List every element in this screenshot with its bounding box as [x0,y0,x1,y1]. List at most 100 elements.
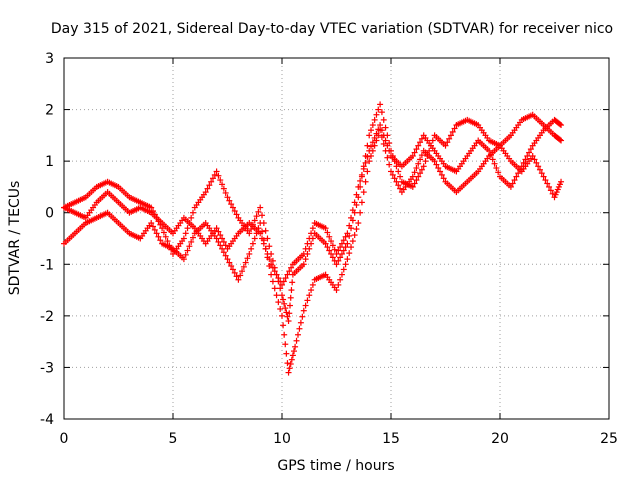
data-points [61,101,565,376]
data-point-track-b [389,171,396,178]
data-point-track-b [288,356,295,363]
data-point-track-b [237,272,244,279]
data-point-track-c [411,149,418,156]
data-point-track-a [162,233,169,240]
data-point-track-b [249,240,256,247]
data-point-track-c [527,146,534,153]
data-point-track-a [364,142,371,149]
data-point-track-a [335,257,342,264]
data-point-track-c [515,170,522,177]
data-point-track-b [360,189,367,196]
data-point-track-a [380,116,387,123]
y-tick-label: -4 [40,412,54,428]
data-point-track-c [486,147,493,154]
data-point-track-c [337,244,344,251]
data-point-track-c [384,142,391,149]
data-point-track-b [366,158,373,165]
data-point-track-b [335,281,342,288]
data-point-track-a [182,230,189,237]
data-point-track-b [296,325,303,332]
data-point-track-a [446,135,453,142]
data-point-track-c [516,166,523,173]
data-point-track-a [222,189,229,196]
data-point-track-a [189,209,196,216]
data-point-track-c [375,126,382,133]
data-point-track-c [328,238,335,245]
data-point-track-c [362,159,369,166]
data-point-track-b [275,299,282,306]
data-point-track-c [377,122,384,129]
y-tick-label: 1 [45,154,54,170]
data-point-track-c [275,275,282,282]
data-point-track-a [344,240,351,247]
y-tick-label: 0 [45,206,54,222]
data-point-track-a [204,185,211,192]
data-point-track-b [222,252,229,259]
data-point-track-c [489,156,496,163]
data-point-track-b [531,156,538,163]
data-point-track-c [386,147,393,154]
data-point-track-a [287,294,294,301]
x-tick-labels: 0 5 10 15 20 25 [60,431,618,447]
data-point-track-b [286,365,293,372]
data-point-track-b [248,245,255,252]
data-point-track-a [397,173,404,180]
data-point-track-c [260,240,267,247]
data-point-track-b [371,142,378,149]
data-point-track-b [251,235,258,242]
data-point-track-a [393,163,400,170]
data-point-track-a [417,170,424,177]
data-point-track-b [292,343,299,350]
data-point-track-b [542,177,549,184]
data-point-track-a [329,254,336,261]
data-point-track-b [284,360,291,367]
data-point-track-c [213,225,220,232]
data-point-track-c [360,165,367,172]
data-point-track-b [220,249,227,256]
data-point-track-c [222,242,229,249]
data-point-track-b [282,341,289,348]
data-point-track-a [420,163,427,170]
data-point-track-b [304,297,311,304]
data-point-track-c [382,137,389,144]
data-point-track-c [329,242,336,249]
data-point-track-c [324,229,331,236]
data-point-track-c [264,250,271,257]
data-point-track-b [277,305,284,312]
data-point-track-c [217,232,224,239]
data-point-track-a [366,132,373,139]
data-point-track-b [281,331,288,338]
data-point-track-b [283,350,290,357]
data-point-track-b [228,263,235,270]
data-point-track-c [215,228,222,235]
data-point-track-c [338,240,345,247]
data-point-track-a [266,243,273,250]
data-point-track-a [233,211,240,218]
data-point-track-c [418,135,425,142]
data-point-track-a [369,122,376,129]
data-point-track-c [348,214,355,221]
data-point-track-a [180,235,187,242]
data-point-track-c [346,222,353,229]
data-point-track-a [411,180,418,187]
y-axis-label: SDTVAR / TECUs [7,181,23,296]
data-point-track-a [253,213,260,220]
data-point-track-b [338,271,345,278]
data-point-track-c [344,230,351,237]
data-point-track-c [333,250,340,257]
data-point-track-c [378,127,385,134]
data-point-track-b [188,238,195,245]
data-point-track-b [544,180,551,187]
data-point-track-a [251,217,258,224]
data-point-track-a [206,182,213,189]
data-point-track-b [415,160,422,167]
data-point-track-b [257,220,264,227]
data-point-track-b [348,244,355,251]
data-point-track-a [373,111,380,118]
data-point-track-b [437,168,444,175]
data-point-track-a [262,227,269,234]
data-point-track-b [351,232,358,239]
data-point-track-b [213,235,220,242]
data-point-track-c [308,230,315,237]
